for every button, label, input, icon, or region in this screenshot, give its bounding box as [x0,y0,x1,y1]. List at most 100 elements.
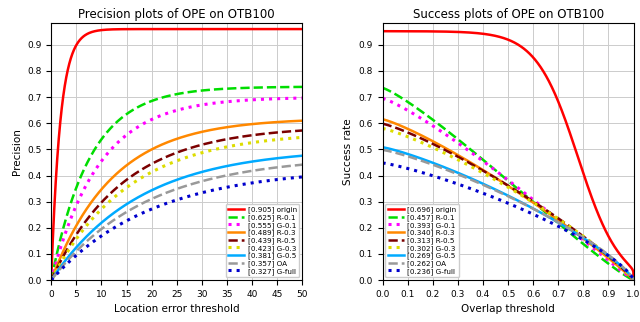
[0.313] R-0.5 [379,122,387,126]
[0.393] G-0.1 [630,278,637,282]
[0.423] G-0.3 [243,141,251,145]
[0.423] G-0.3 [298,136,306,139]
Legend: [0.696] origin, [0.457] R-0.1, [0.393] G-0.1, [0.340] R-0.3, [0.313] R-0.5, [0.3: [0.696] origin, [0.457] R-0.1, [0.393] G… [385,204,459,277]
[0.262] OA [630,278,637,282]
[0.696] origin [480,32,488,36]
[0.357] OA [149,196,157,200]
[0.313] R-0.5 [404,131,412,135]
[0.262] OA [480,183,488,187]
[0.696] origin [490,33,497,37]
[0.313] R-0.5 [551,214,559,218]
[0.696] origin [379,29,387,33]
[0.625] R-0.1 [298,85,306,89]
[0.236] G-full [630,278,637,282]
[0.457] R-0.1 [575,238,582,242]
[0.423] G-0.3 [149,170,157,174]
[0.327] G-full [73,253,81,257]
[0.340] R-0.3 [480,169,488,173]
[0.439] R-0.5 [220,138,227,142]
[0.489] R-0.3 [248,122,255,126]
[0.357] OA [243,170,251,174]
[0.269] G-0.5 [480,182,488,186]
Line: [0.313] R-0.5: [0.313] R-0.5 [383,124,634,280]
[0.381] G-0.5 [47,278,55,282]
[0.313] R-0.5 [575,231,582,235]
Line: [0.905] origin: [0.905] origin [51,29,302,280]
Line: [0.381] G-0.5: [0.381] G-0.5 [51,156,302,280]
[0.302] G-0.3 [551,215,559,219]
[0.236] G-full [404,167,412,171]
[0.555] G-0.1 [220,100,227,104]
[0.489] R-0.3 [149,147,157,151]
[0.489] R-0.3 [158,143,166,147]
[0.696] origin [579,170,587,174]
Line: [0.625] R-0.1: [0.625] R-0.1 [51,87,302,280]
[0.313] R-0.5 [579,234,587,238]
[0.269] G-0.5 [575,233,582,237]
[0.625] R-0.1 [149,99,157,102]
[0.423] G-0.3 [73,236,81,240]
[0.327] G-full [158,203,166,207]
[0.236] G-full [579,238,587,242]
[0.457] R-0.1 [404,100,412,104]
[0.489] R-0.3 [243,123,251,127]
Line: [0.327] G-full: [0.327] G-full [51,177,302,280]
[0.340] R-0.3 [379,118,387,121]
[0.439] R-0.5 [73,232,81,236]
[0.439] R-0.5 [298,128,306,132]
[0.269] G-0.5 [404,152,412,156]
Title: Precision plots of OPE on OTB100: Precision plots of OPE on OTB100 [79,8,275,21]
[0.905] origin [298,27,306,31]
[0.423] G-0.3 [47,278,55,282]
[0.381] G-0.5 [298,154,306,158]
[0.625] R-0.1 [158,96,166,99]
[0.489] R-0.3 [47,278,55,282]
[0.381] G-0.5 [73,245,81,249]
[0.313] R-0.5 [630,278,637,282]
[0.302] G-0.3 [575,231,582,235]
[0.625] R-0.1 [248,86,255,90]
[0.489] R-0.3 [73,223,81,227]
Line: [0.439] R-0.5: [0.439] R-0.5 [51,130,302,280]
[0.327] G-full [149,207,157,211]
[0.302] G-0.3 [579,234,587,238]
[0.625] R-0.1 [243,86,251,90]
[0.327] G-full [220,186,227,190]
[0.357] OA [158,193,166,196]
[0.905] origin [149,27,157,31]
[0.696] origin [551,92,559,96]
Line: [0.457] R-0.1: [0.457] R-0.1 [383,88,634,280]
[0.262] OA [579,235,587,239]
[0.381] G-0.5 [248,160,255,164]
[0.457] R-0.1 [551,219,559,223]
[0.236] G-full [551,223,559,227]
[0.439] R-0.5 [47,278,55,282]
Line: [0.555] G-0.1: [0.555] G-0.1 [51,98,302,280]
[0.905] origin [47,278,55,282]
[0.262] OA [490,187,497,191]
[0.423] G-0.3 [220,146,227,149]
[0.357] OA [220,174,227,178]
[0.327] G-full [248,181,255,185]
[0.696] origin [630,278,637,282]
[0.696] origin [575,156,582,160]
Line: [0.393] G-0.1: [0.393] G-0.1 [383,99,634,280]
[0.555] G-0.1 [248,98,255,102]
[0.439] R-0.5 [243,134,251,138]
[0.327] G-full [298,175,306,179]
[0.393] G-0.1 [551,215,559,219]
X-axis label: Overlap threshold: Overlap threshold [461,304,555,314]
Line: [0.302] G-0.3: [0.302] G-0.3 [383,128,634,280]
[0.357] OA [248,169,255,173]
[0.393] G-0.1 [575,234,582,238]
[0.439] R-0.5 [248,133,255,137]
[0.457] R-0.1 [579,242,587,246]
[0.696] origin [404,29,412,33]
[0.393] G-0.1 [490,167,497,171]
Line: [0.489] R-0.3: [0.489] R-0.3 [51,121,302,280]
[0.489] R-0.3 [298,119,306,123]
Y-axis label: Success rate: Success rate [343,118,353,185]
Legend: [0.905] origin, [0.625] R-0.1, [0.555] G-0.1, [0.489] R-0.3, [0.439] R-0.5, [0.4: [0.905] origin, [0.625] R-0.1, [0.555] G… [226,204,300,277]
[0.236] G-full [490,195,497,199]
[0.269] G-0.5 [579,236,587,240]
